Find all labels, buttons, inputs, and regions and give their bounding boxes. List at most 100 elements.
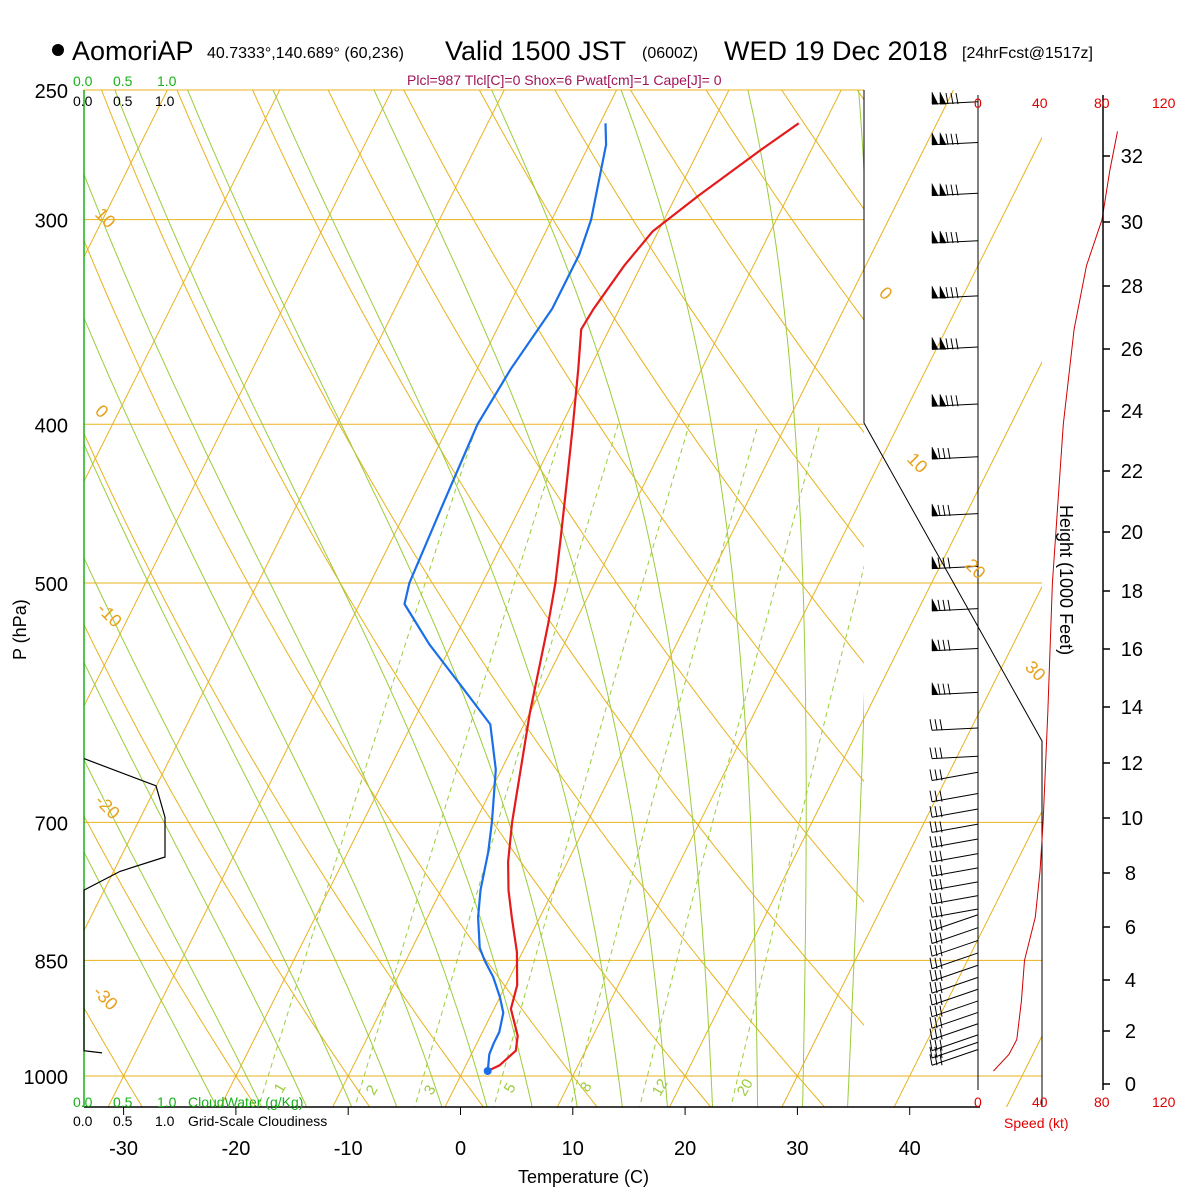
temperature-line	[487, 122, 800, 1072]
valid-date: WED 19 Dec 2018	[724, 36, 948, 66]
cloudiness-line	[83, 758, 166, 1054]
cloudwater-tick-top-2: 1.0	[157, 73, 177, 89]
moist-adiabat	[620, 90, 759, 1107]
pressure-axis-labels: 250 300 400 500 700 850 1000	[24, 81, 69, 1089]
mixing-ratio-line-20	[730, 565, 864, 1107]
mixing-ratio-label: 2	[363, 1082, 382, 1098]
height-tick-label: 30	[1121, 212, 1143, 234]
moist-adiabat	[114, 90, 533, 1107]
isotherm--60	[84, 90, 281, 483]
wind-barb	[929, 836, 979, 848]
dry-adiabat	[252, 90, 864, 1026]
cloudwater-tick-top-1: 0.5	[113, 73, 133, 89]
wind-barb	[929, 892, 979, 905]
pressure-tick-label: 700	[35, 813, 68, 835]
wind-barb	[929, 747, 979, 760]
cloudiness-label: Grid-Scale Cloudiness	[188, 1113, 327, 1129]
wind-barb	[931, 598, 979, 612]
moist-adiabat	[272, 90, 623, 1107]
plot-frame	[83, 89, 1043, 1108]
moist-adiabat	[491, 90, 713, 1107]
isotherm-label: -30	[89, 982, 122, 1015]
temperature-axis-labels: -30 -20 -10 0 10 20 30 40	[109, 1107, 921, 1160]
height-tick-label: 6	[1125, 917, 1136, 939]
cloudwater-tick-top-0: 0.0	[73, 73, 93, 89]
cloudiness-tick-bottom-0: 0.0	[73, 1113, 93, 1129]
mixing-ratio-lines	[257, 424, 864, 1107]
valid-utc: (0600Z)	[642, 45, 698, 62]
moist-adiabat	[84, 556, 353, 1107]
moist-adiabat	[892, 61, 951, 1111]
wind-barb	[929, 1041, 979, 1059]
height-tick-label: 22	[1121, 461, 1143, 483]
pressure-tick-label: 500	[35, 574, 68, 596]
pressure-tick-label: 1000	[24, 1067, 69, 1089]
wind-barb	[929, 939, 979, 957]
isotherm-labels: 10 0 -10 -20 -30 0 10 20 30	[89, 204, 1049, 1015]
wind-barb	[929, 952, 979, 970]
dry-adiabat	[0, 61, 31, 1111]
isotherm-label: -20	[91, 791, 124, 824]
temperature-tick-label: -30	[109, 1138, 138, 1160]
wind-barb	[931, 183, 979, 197]
isotherm--20	[219, 90, 730, 1107]
height-tick-label: 26	[1121, 339, 1143, 361]
isotherm--50	[84, 90, 393, 708]
mixing-ratio-line-5	[493, 424, 690, 1107]
station-location: 40.7333°,140.689° (60,236)	[207, 45, 404, 62]
surface-point-marker	[483, 1067, 492, 1076]
isotherm-label: 0	[91, 401, 112, 422]
isotherm--70	[84, 90, 168, 258]
pressure-tick-label: 300	[35, 211, 68, 233]
wind-barb	[931, 91, 979, 105]
wind-barb	[929, 806, 979, 818]
y-axis-title: P (hPa)	[10, 599, 30, 660]
cloudwater-label: CloudWater (g/Kg)	[188, 1094, 303, 1110]
wind-barb	[931, 556, 979, 570]
isotherm-label: -10	[93, 599, 126, 632]
height-tick-label: 10	[1121, 808, 1143, 830]
sounding-parameters: Plcl=987 Tlcl[C]=0 Shox=6 Pwat[cm]=1 Cap…	[407, 72, 722, 88]
wind-barb	[929, 850, 979, 863]
height-tick-label: 14	[1121, 697, 1143, 719]
moist-adiabat	[847, 90, 864, 1107]
x-axis-title: Temperature (C)	[518, 1167, 649, 1187]
isotherm-20	[669, 361, 1042, 1107]
mixing-ratio-label: 3	[421, 1082, 440, 1098]
dry-adiabat	[403, 90, 864, 783]
dry-adiabat	[84, 814, 257, 1107]
isotherm--40	[84, 90, 505, 932]
speed-tick-top-2: 80	[1094, 95, 1110, 111]
moist-adiabat	[84, 316, 443, 1107]
temperature-tick-label: 0	[455, 1138, 466, 1160]
dewpoint-line	[403, 123, 608, 1072]
height-tick-label: 8	[1125, 863, 1136, 885]
isotherm-label: 10	[903, 449, 931, 477]
mixing-ratio-line-12	[639, 424, 821, 1107]
mixing-ratio-line-1	[257, 424, 478, 1107]
temperature-tick-label: -10	[334, 1138, 363, 1160]
wind-barb	[929, 1034, 979, 1052]
wind-barb	[929, 927, 979, 944]
wind-barb	[929, 964, 979, 982]
wind-barb	[931, 682, 979, 696]
isotherm--10	[332, 90, 842, 1107]
wind-barb	[929, 914, 979, 931]
temperature-tick-label: 10	[562, 1138, 584, 1160]
moist-adiabat	[187, 90, 578, 1107]
temperature-profile	[487, 122, 800, 1072]
wind-speed-profile	[993, 131, 1118, 1072]
station-name: AomoriAP	[72, 36, 194, 66]
mixing-ratio-label: 20	[734, 1076, 757, 1099]
wind-barb	[929, 790, 979, 803]
dry-adiabat	[478, 90, 864, 664]
cloudiness-tick-top-2: 1.0	[155, 93, 175, 109]
cloudwater-tick-bottom-2: 1.0	[157, 1094, 177, 1110]
dry-adiabat	[327, 90, 864, 903]
mixing-ratio-label: 12	[649, 1076, 672, 1099]
wind-barb	[931, 132, 979, 146]
forecast-info: [24hrFcst@1517z]	[962, 45, 1093, 62]
cloudwater-tick-bottom-0: 0.0	[73, 1094, 93, 1110]
isotherm-0	[444, 90, 955, 1107]
